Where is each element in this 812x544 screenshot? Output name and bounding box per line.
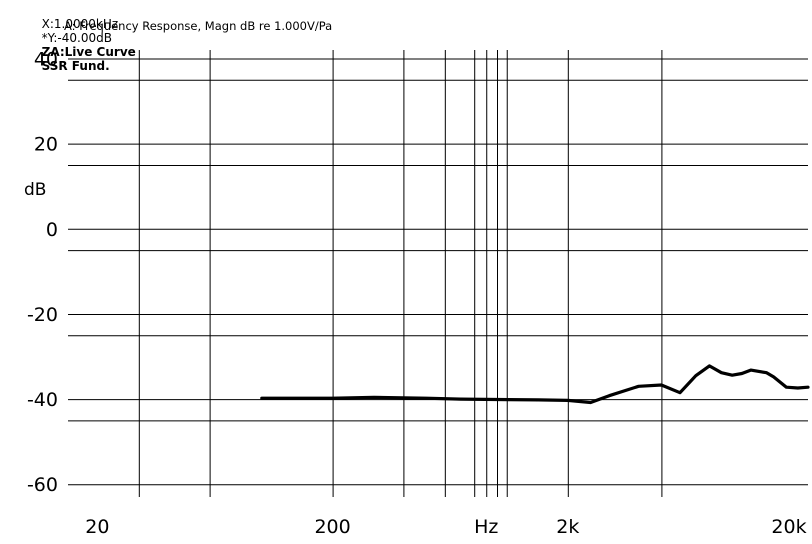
- cursor-y-readout: *Y:-40.00dB: [41, 31, 112, 45]
- y-tick-label: 0: [46, 219, 58, 241]
- y-tick-label: -20: [27, 304, 58, 326]
- y-tick-label: 20: [34, 134, 58, 156]
- cursor-x-readout: X:1.0000kHz: [41, 17, 119, 31]
- y-tick-label: 40: [34, 49, 58, 71]
- y-tick-label: -60: [27, 474, 58, 496]
- x-tick-labels: 20 200 Hz 2k 20k: [85, 516, 806, 538]
- x-axis-label: Hz: [474, 516, 498, 538]
- y-axis-label: dB: [24, 180, 46, 200]
- x-tick-label: 2k: [556, 516, 579, 538]
- y-tick-label: -40: [27, 389, 58, 411]
- chart-subtitle: A: Frequency Response, Magn dB re 1.000V…: [64, 19, 333, 33]
- chart-grid: [68, 50, 808, 497]
- x-tick-label: 200: [314, 516, 350, 538]
- ssr-mode-readout: SSR Fund.: [41, 59, 110, 73]
- status-line: X:1.0000kHz *Y:-40.00dB ZA:Live Curve SS…: [34, 3, 150, 73]
- y-tick-labels: 40 20 0 -20 -40 -60: [27, 49, 58, 497]
- x-tick-label: 20k: [771, 516, 806, 538]
- za-curve-readout: ZA:Live Curve: [41, 45, 136, 59]
- response-curve: [260, 364, 810, 405]
- x-tick-label: 20: [85, 516, 109, 538]
